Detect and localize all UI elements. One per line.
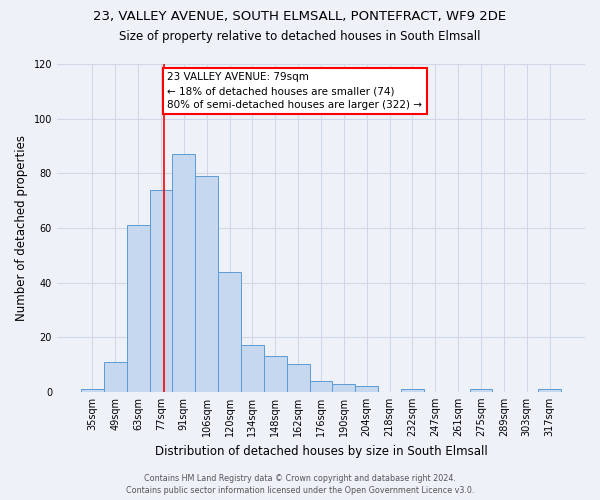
Text: Size of property relative to detached houses in South Elmsall: Size of property relative to detached ho…: [119, 30, 481, 43]
Bar: [218, 272, 241, 392]
Bar: [470, 389, 493, 392]
Text: 23, VALLEY AVENUE, SOUTH ELMSALL, PONTEFRACT, WF9 2DE: 23, VALLEY AVENUE, SOUTH ELMSALL, PONTEF…: [94, 10, 506, 23]
Bar: [332, 384, 355, 392]
Text: 23 VALLEY AVENUE: 79sqm
← 18% of detached houses are smaller (74)
80% of semi-de: 23 VALLEY AVENUE: 79sqm ← 18% of detache…: [167, 72, 422, 110]
Bar: [149, 190, 172, 392]
Bar: [401, 389, 424, 392]
Bar: [195, 176, 218, 392]
Bar: [355, 386, 378, 392]
Bar: [538, 389, 561, 392]
X-axis label: Distribution of detached houses by size in South Elmsall: Distribution of detached houses by size …: [155, 444, 487, 458]
Bar: [287, 364, 310, 392]
Bar: [264, 356, 287, 392]
Text: Contains HM Land Registry data © Crown copyright and database right 2024.
Contai: Contains HM Land Registry data © Crown c…: [126, 474, 474, 495]
Bar: [104, 362, 127, 392]
Bar: [81, 389, 104, 392]
Bar: [127, 225, 149, 392]
Bar: [172, 154, 195, 392]
Bar: [241, 346, 264, 392]
Bar: [310, 381, 332, 392]
Y-axis label: Number of detached properties: Number of detached properties: [15, 135, 28, 321]
